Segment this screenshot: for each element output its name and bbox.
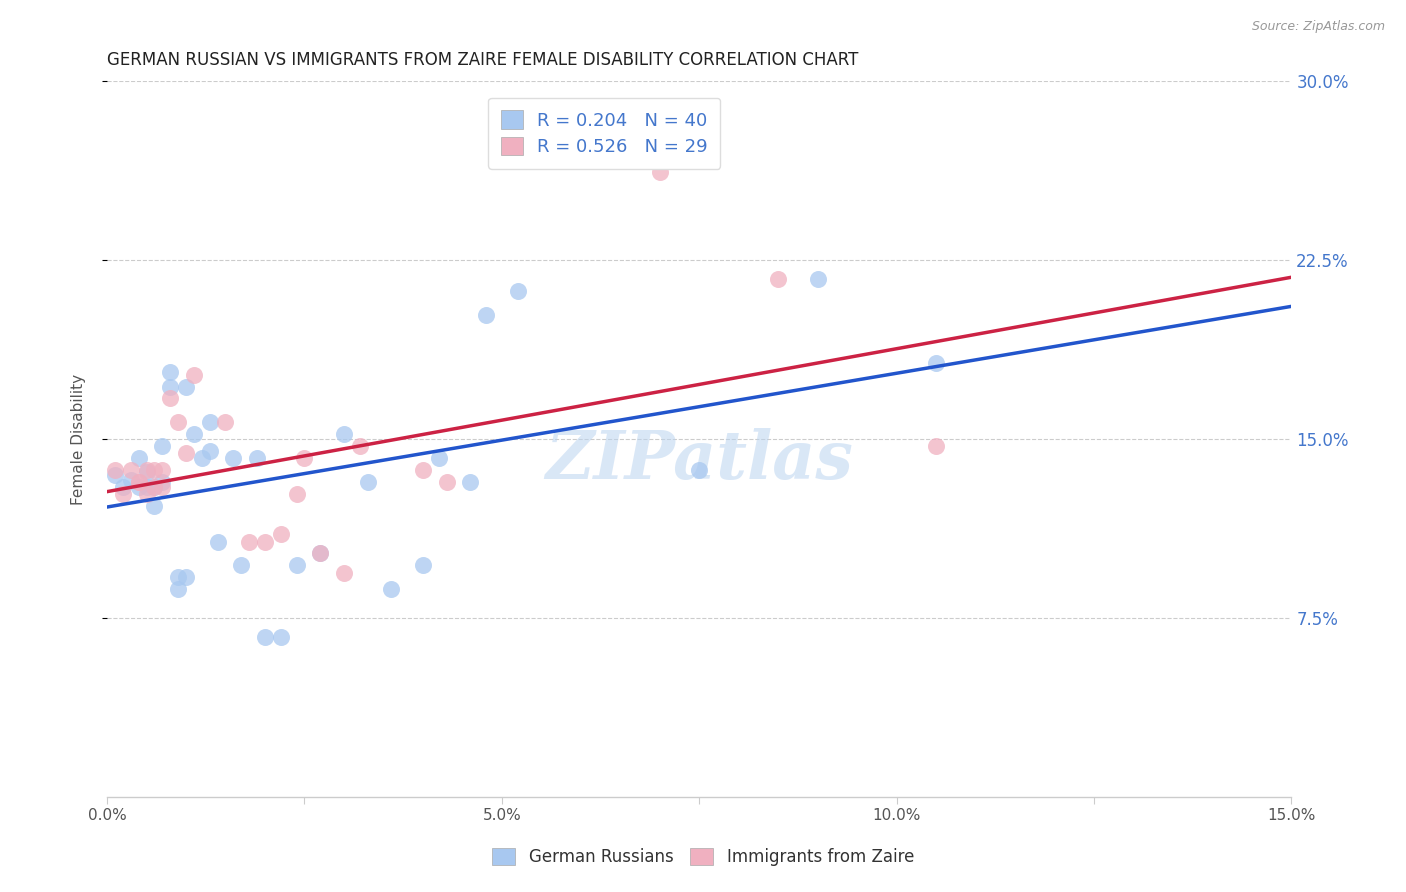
Point — [222, 451, 245, 466]
Point — [380, 582, 402, 597]
Point — [128, 475, 150, 489]
Point — [925, 356, 948, 370]
Point — [253, 534, 276, 549]
Point — [807, 272, 830, 286]
Point — [150, 475, 173, 489]
Point — [270, 630, 292, 644]
Point — [120, 473, 142, 487]
Point — [309, 546, 332, 560]
Point — [475, 308, 498, 322]
Point — [333, 427, 356, 442]
Point — [270, 527, 292, 541]
Point — [427, 451, 450, 466]
Point — [198, 415, 221, 429]
Point — [246, 451, 269, 466]
Text: Source: ZipAtlas.com: Source: ZipAtlas.com — [1251, 20, 1385, 33]
Point — [333, 566, 356, 580]
Text: ZIPatlas: ZIPatlas — [546, 428, 853, 493]
Point — [253, 630, 276, 644]
Point — [143, 463, 166, 477]
Point — [128, 480, 150, 494]
Point — [766, 272, 789, 286]
Point — [150, 439, 173, 453]
Point — [231, 558, 253, 573]
Point — [150, 480, 173, 494]
Point — [458, 475, 481, 489]
Point — [159, 392, 181, 406]
Legend: R = 0.204   N = 40, R = 0.526   N = 29: R = 0.204 N = 40, R = 0.526 N = 29 — [488, 97, 720, 169]
Point — [143, 480, 166, 494]
Point — [191, 451, 214, 466]
Point — [167, 570, 190, 584]
Point — [174, 379, 197, 393]
Point — [183, 427, 205, 442]
Point — [183, 368, 205, 382]
Point — [648, 165, 671, 179]
Point — [104, 463, 127, 477]
Point — [412, 463, 434, 477]
Point — [143, 499, 166, 513]
Point — [294, 451, 316, 466]
Point — [436, 475, 458, 489]
Point — [135, 463, 157, 477]
Point — [174, 570, 197, 584]
Point — [159, 365, 181, 379]
Point — [506, 284, 529, 298]
Point — [412, 558, 434, 573]
Point — [135, 480, 157, 494]
Point — [143, 480, 166, 494]
Point — [159, 379, 181, 393]
Point — [214, 415, 236, 429]
Point — [135, 487, 157, 501]
Legend: German Russians, Immigrants from Zaire: German Russians, Immigrants from Zaire — [484, 840, 922, 875]
Point — [174, 446, 197, 460]
Y-axis label: Female Disability: Female Disability — [72, 374, 86, 505]
Point — [198, 444, 221, 458]
Point — [285, 558, 308, 573]
Point — [120, 463, 142, 477]
Point — [238, 534, 260, 549]
Text: GERMAN RUSSIAN VS IMMIGRANTS FROM ZAIRE FEMALE DISABILITY CORRELATION CHART: GERMAN RUSSIAN VS IMMIGRANTS FROM ZAIRE … — [107, 51, 859, 69]
Point — [135, 466, 157, 480]
Point — [111, 480, 134, 494]
Point — [285, 487, 308, 501]
Point — [111, 487, 134, 501]
Point — [309, 546, 332, 560]
Point — [150, 463, 173, 477]
Point — [128, 451, 150, 466]
Point — [356, 475, 378, 489]
Point — [104, 467, 127, 482]
Point — [167, 582, 190, 597]
Point — [167, 415, 190, 429]
Point — [207, 534, 229, 549]
Point — [128, 475, 150, 489]
Point — [925, 439, 948, 453]
Point — [688, 463, 710, 477]
Point — [349, 439, 371, 453]
